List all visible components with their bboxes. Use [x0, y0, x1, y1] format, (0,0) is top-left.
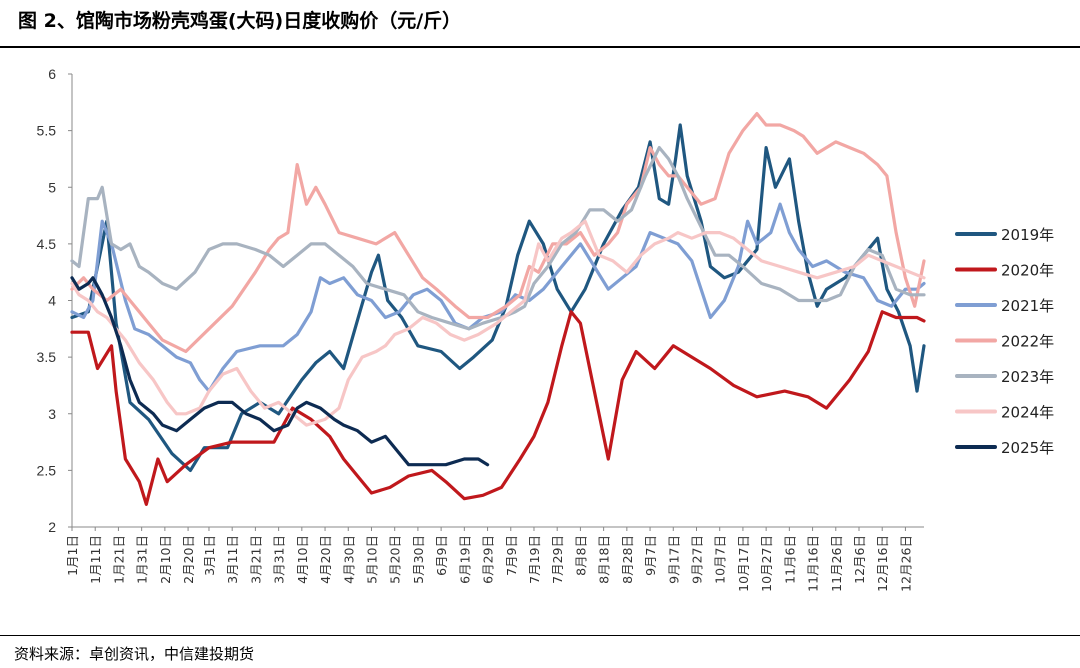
x-tick-label: 6月9日 — [434, 535, 449, 576]
legend-label: 2021年 — [1001, 297, 1054, 315]
x-tick-label: 8月18日 — [597, 535, 612, 584]
series-line-2021年 — [70, 202, 926, 393]
x-tick-label: 8月28日 — [620, 535, 635, 584]
y-tick-label: 3.5 — [37, 349, 57, 365]
legend-label: 2020年 — [1001, 262, 1054, 280]
y-tick-label: 4.5 — [37, 236, 57, 252]
x-tick-label: 11月6日 — [782, 535, 797, 584]
x-tick-label: 5月30日 — [411, 535, 426, 584]
x-tick-label: 8月8日 — [573, 535, 588, 576]
source-note: 资料来源：卓创资讯，中信建投期货 — [14, 645, 255, 663]
x-tick-label: 1月21日 — [111, 535, 126, 584]
x-tick-label: 6月19日 — [457, 535, 472, 584]
bottom-rule — [0, 635, 1080, 636]
legend-label: 2023年 — [1001, 368, 1054, 386]
legend-label: 2025年 — [1001, 439, 1054, 457]
x-tick-label: 2月10日 — [158, 535, 173, 584]
y-tick-label: 3 — [48, 406, 56, 422]
legend-label: 2019年 — [1001, 226, 1054, 244]
x-tick-label: 9月27日 — [689, 535, 704, 584]
x-tick-label: 1月1日 — [65, 535, 80, 576]
legend-label: 2022年 — [1001, 333, 1054, 351]
y-tick-label: 6 — [48, 66, 56, 82]
legend-label: 2024年 — [1001, 404, 1054, 422]
series-line-2025年 — [70, 276, 490, 467]
x-tick-label: 11月16日 — [806, 535, 821, 592]
y-tick-label: 2.5 — [37, 462, 57, 478]
chart-title: 图 2、馆陶市场粉壳鸡蛋(大码)日度收购价（元/斤） — [18, 10, 462, 32]
x-tick-label: 5月20日 — [388, 535, 403, 584]
x-tick-label: 7月19日 — [527, 535, 542, 584]
x-tick-label: 11月26日 — [829, 535, 844, 592]
series-line-2022年 — [70, 111, 926, 354]
y-tick-labels: 2 2.5 3 3.5 4 4.5 5 5.5 6 — [37, 66, 72, 535]
x-tick-label: 4月30日 — [341, 535, 356, 584]
x-tick-label: 2月20日 — [181, 535, 196, 584]
x-tick-label: 9月7日 — [643, 535, 658, 576]
x-tick-label: 3月31日 — [272, 535, 287, 584]
x-tick-label: 3月21日 — [248, 535, 263, 584]
x-tick-label: 1月31日 — [135, 535, 150, 584]
x-tick-label: 3月11日 — [225, 535, 240, 584]
series-line-2019年 — [70, 123, 926, 472]
x-tick-label: 10月7日 — [713, 535, 728, 584]
x-tick-label: 10月17日 — [736, 535, 751, 592]
x-tick-label: 7月29日 — [550, 535, 565, 584]
x-tick-label: 5月10日 — [364, 535, 379, 584]
x-tick-label: 12月16日 — [875, 535, 890, 592]
x-tick-label: 4月20日 — [318, 535, 333, 584]
x-tick-label: 4月10日 — [295, 535, 310, 584]
series-lines — [70, 111, 926, 506]
x-tick-label: 7月9日 — [504, 535, 519, 576]
x-tick-label: 12月26日 — [898, 535, 913, 592]
top-rule — [0, 46, 1080, 48]
y-tick-label: 5 — [48, 179, 56, 195]
series-line-2023年 — [70, 146, 926, 331]
x-tick-label: 9月17日 — [666, 535, 681, 584]
x-tick-label: 10月27日 — [759, 535, 774, 592]
x-tick-label: 12月6日 — [852, 535, 867, 584]
x-tick-label: 1月11日 — [88, 535, 103, 584]
series-line-2024年 — [70, 219, 926, 427]
x-tick-labels: 1月1日 1月11日 1月21日 1月31日 2月10日 2月20日 3月1日 3月11日 3月… — [65, 527, 913, 592]
y-tick-label: 5.5 — [37, 123, 57, 139]
legend: 2019年 2020年 2021年 2022年 2023年 2024年 2025年 — [955, 226, 1054, 457]
y-tick-label: 4 — [48, 293, 56, 309]
y-tick-label: 2 — [48, 519, 56, 535]
x-tick-label: 3月1日 — [202, 535, 217, 576]
x-tick-label: 6月29日 — [481, 535, 496, 584]
series-line-2020年 — [70, 310, 926, 506]
